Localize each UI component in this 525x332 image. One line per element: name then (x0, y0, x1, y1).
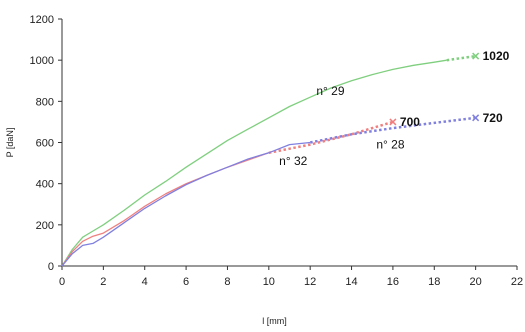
x-tick-label: 10 (263, 276, 275, 288)
x-tick-label: 6 (183, 276, 189, 288)
x-tick-label: 8 (224, 276, 230, 288)
x-tick-label: 16 (387, 276, 399, 288)
series-annotation: n° 28 (376, 138, 404, 152)
y-tick-label: 1000 (30, 55, 54, 67)
end-marker (472, 52, 480, 60)
x-tick-label: 12 (304, 276, 316, 288)
x-tick-label: 14 (345, 276, 357, 288)
y-tick-label: 1200 (30, 14, 54, 26)
end-marker (389, 118, 397, 126)
x-tick-label: 20 (470, 276, 482, 288)
end-marker (472, 114, 480, 122)
series-group (61, 52, 480, 267)
end-value-label: 700 (400, 115, 420, 129)
x-tick-label: 4 (142, 276, 148, 288)
x-tick-label: 22 (511, 276, 523, 288)
y-tick-label: 600 (36, 138, 54, 150)
series-line-n-29 (61, 59, 447, 267)
axes (58, 18, 518, 270)
end-value-label: 720 (483, 111, 503, 125)
series-annotation: n° 32 (279, 154, 307, 168)
x-tick-label: 0 (59, 276, 65, 288)
x-tick-label: 18 (428, 276, 440, 288)
y-tick-label: 200 (36, 220, 54, 232)
series-extrapolation-n-29 (446, 54, 476, 62)
x-axis-title: l [mm] (262, 316, 287, 326)
series-annotation: n° 29 (316, 84, 344, 98)
end-value-label: 1020 (483, 49, 510, 63)
series-line-n-28 (61, 141, 311, 267)
series-extrapolation-n-32 (268, 120, 394, 155)
x-tick-label: 2 (100, 276, 106, 288)
y-axis-title: P [daN] (5, 128, 15, 158)
y-tick-label: 800 (36, 96, 54, 108)
tick-labels: 0 2 4 6 8 10 12 14 16 18 20 22 0 200 400 600 800 1000 1200 (30, 14, 524, 288)
y-tick-label: 400 (36, 179, 54, 191)
y-tick-label: 0 (48, 261, 54, 273)
series-line-n-32 (61, 152, 270, 267)
